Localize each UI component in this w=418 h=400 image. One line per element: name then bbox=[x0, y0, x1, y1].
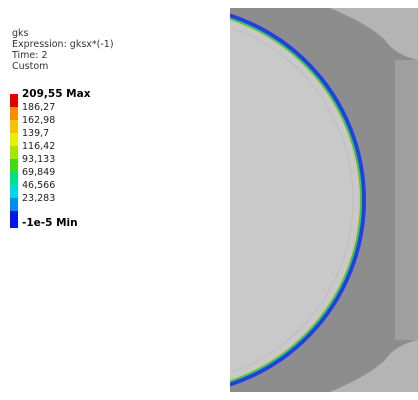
legend-label: -1e-5 Min bbox=[22, 218, 78, 229]
legend-label: 116,42 bbox=[22, 141, 55, 152]
legend-label: 69,849 bbox=[22, 167, 55, 178]
legend-swatch bbox=[10, 159, 18, 172]
legend-swatch bbox=[10, 211, 18, 228]
legend-label: 186,27 bbox=[22, 102, 55, 113]
side-feature bbox=[395, 60, 418, 340]
time: Time: 2 bbox=[12, 50, 48, 61]
legend-swatch bbox=[10, 198, 18, 211]
expression: Expression: gksx*(-1) bbox=[12, 39, 114, 50]
legend-swatch bbox=[10, 107, 18, 120]
legend-swatch bbox=[10, 120, 18, 133]
legend-swatch bbox=[10, 94, 18, 107]
custom: Custom bbox=[12, 61, 48, 72]
legend-label: 23,283 bbox=[22, 193, 55, 204]
legend-swatch bbox=[10, 133, 18, 146]
legend-label: 139,7 bbox=[22, 128, 49, 139]
legend-label: 162,98 bbox=[22, 115, 55, 126]
legend-swatch bbox=[10, 172, 18, 185]
screen: gks Expression: gksx*(-1) Time: 2 Custom… bbox=[0, 0, 418, 400]
legend-swatch bbox=[10, 146, 18, 159]
legend-label: 93,133 bbox=[22, 154, 55, 165]
model-view bbox=[0, 0, 418, 400]
legend-label: 209,55 Max bbox=[22, 89, 90, 100]
legend-swatch bbox=[10, 185, 18, 198]
result-name: gks bbox=[12, 28, 28, 39]
legend-label: 46,566 bbox=[22, 180, 55, 191]
